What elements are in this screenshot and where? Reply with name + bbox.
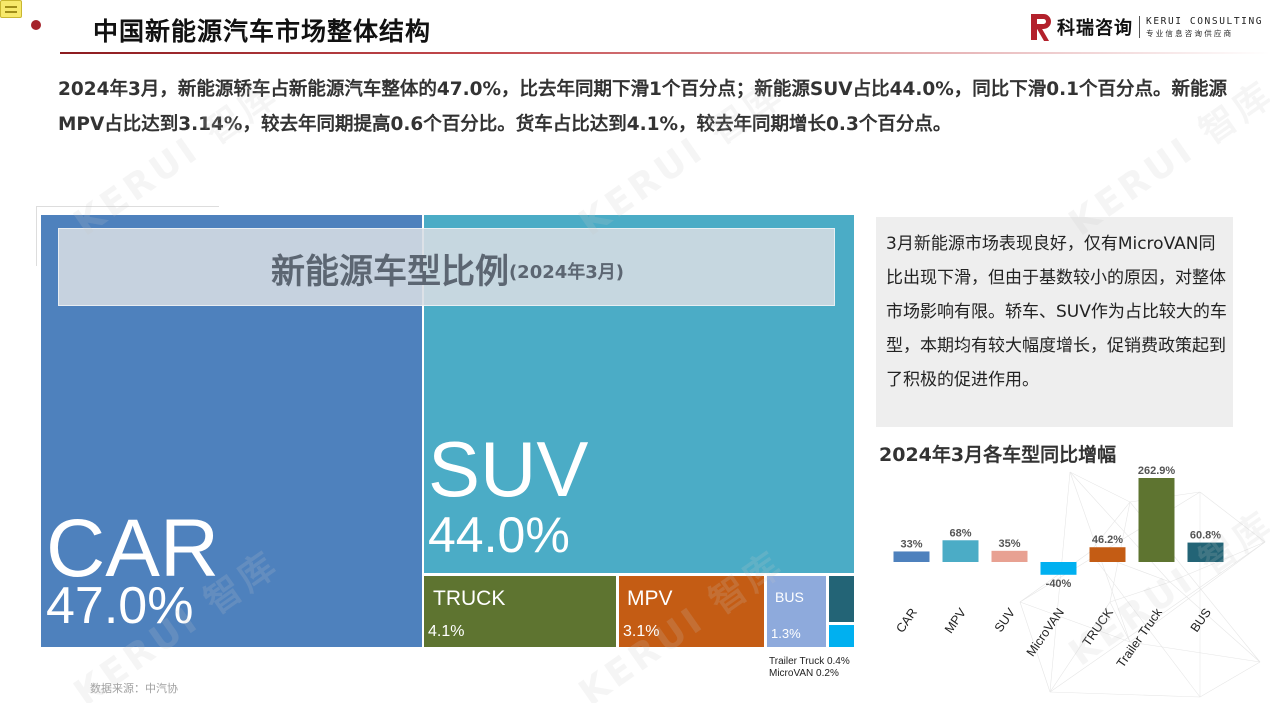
bar-truck bbox=[1089, 547, 1126, 562]
treemap-title: 新能源车型比例 (2024年3月) bbox=[59, 229, 836, 307]
suv-label: SUV bbox=[428, 425, 589, 513]
microvan-note: MicroVAN 0.2% bbox=[769, 668, 839, 679]
tick-label-car: CAR bbox=[893, 606, 920, 636]
treemap-title-sub: (2024年3月) bbox=[508, 262, 625, 283]
mpv-label: MPV bbox=[627, 587, 673, 610]
data-label-car: 33% bbox=[900, 538, 922, 550]
logo-en-name: KERUI CONSULTING bbox=[1146, 16, 1264, 27]
treemap-tile-trailer-truck bbox=[829, 576, 854, 622]
treemap-title-main: 新能源车型比例 bbox=[270, 251, 509, 292]
treemap-title-box: 新能源车型比例 (2024年3月) bbox=[58, 228, 835, 306]
treemap-frame-line bbox=[36, 206, 219, 207]
bar-suv bbox=[991, 550, 1028, 562]
treemap-tile-mpv bbox=[619, 576, 764, 647]
logo-tagline: 专业信息咨询供应商 bbox=[1146, 28, 1234, 38]
truck-percent: 4.1% bbox=[428, 623, 465, 640]
kerui-logo: 科瑞咨询 KERUI CONSULTING 专业信息咨询供应商 bbox=[1031, 14, 1263, 41]
logo-separator bbox=[1139, 16, 1140, 38]
data-source: 数据来源：中汽协 bbox=[90, 682, 178, 695]
trailer-truck-note: Trailer Truck 0.4% bbox=[769, 656, 850, 667]
tick-label-mpv: MPV bbox=[942, 605, 969, 636]
slide-title: 中国新能源汽车市场整体结构 bbox=[93, 17, 432, 46]
treemap-tile-bus bbox=[767, 576, 826, 647]
bar-microvan bbox=[1040, 562, 1077, 575]
data-label-trailer-truck: 262.9% bbox=[1138, 465, 1176, 477]
title-bullet-dot bbox=[31, 20, 41, 30]
header-divider bbox=[60, 52, 1270, 54]
note-icon[interactable] bbox=[0, 0, 22, 18]
logo-cn-name: 科瑞咨询 bbox=[1057, 18, 1133, 39]
comment-text: 3月新能源市场表现良好，仅有MicroVAN同比出现下滑，但由于基数较小的原因，… bbox=[886, 234, 1227, 390]
bus-label: BUS bbox=[775, 589, 804, 605]
bar-trailer-truck bbox=[1138, 478, 1175, 562]
truck-label: TRUCK bbox=[433, 587, 506, 610]
bus-percent: 1.3% bbox=[771, 626, 801, 641]
logo-en-block: KERUI CONSULTING 专业信息咨询供应商 bbox=[1146, 17, 1263, 37]
car-percent: 47.0% bbox=[46, 577, 194, 635]
comment-box bbox=[876, 217, 1233, 427]
tick-label-suv: SUV bbox=[992, 605, 1019, 635]
data-label-mpv: 68% bbox=[949, 527, 971, 539]
data-label-truck: 46.2% bbox=[1092, 534, 1123, 546]
kerui-logo-icon bbox=[1031, 14, 1053, 41]
small-segments-note: Trailer Truck 0.4% MicroVAN 0.2% bbox=[769, 656, 850, 680]
summary-paragraph: 2024年3月，新能源轿车占新能源汽车整体的47.0%，比去年同期下滑1个百分点… bbox=[58, 79, 1228, 135]
data-label-suv: 35% bbox=[998, 538, 1020, 550]
car-label: CAR bbox=[46, 503, 220, 594]
treemap-tile-truck bbox=[424, 576, 616, 647]
bar-mpv bbox=[942, 540, 979, 562]
data-label-bus: 60.8% bbox=[1190, 530, 1221, 542]
treemap-frame-line bbox=[36, 206, 37, 266]
data-label-microvan: -40% bbox=[1046, 578, 1072, 590]
bar-car bbox=[893, 551, 930, 562]
suv-percent: 44.0% bbox=[428, 507, 570, 563]
tick-label-bus: BUS bbox=[1188, 606, 1214, 635]
bar-bus bbox=[1187, 542, 1224, 562]
treemap-tile-microvan bbox=[829, 625, 854, 647]
growth-chart-title: 2024年3月各车型同比增幅 bbox=[879, 444, 1117, 466]
growth-bar-chart: 33%CAR68%MPV35%SUV-40%MicroVAN46.2%TRUCK… bbox=[893, 465, 1266, 698]
mpv-percent: 3.1% bbox=[623, 623, 660, 640]
